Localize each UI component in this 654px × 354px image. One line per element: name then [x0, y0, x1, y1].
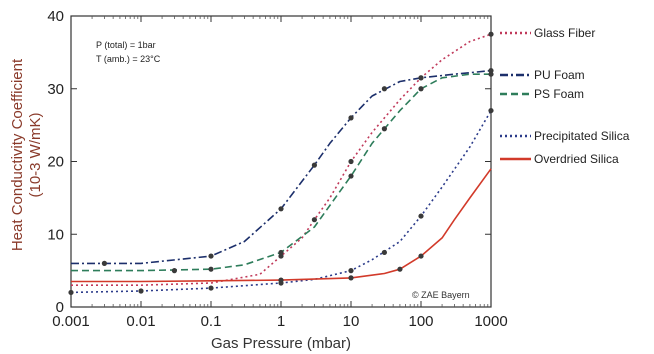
legend-label-ps-foam: PS Foam: [534, 87, 584, 101]
data-point-ps-foam: [171, 268, 177, 274]
data-point-glass-fiber: [488, 31, 494, 37]
data-point-pu-foam: [278, 206, 284, 212]
data-point-precipitated-silica: [381, 249, 387, 256]
legend-label-glass-fiber: Glass Fiber: [534, 26, 595, 40]
y-tick-label: 40: [47, 8, 64, 25]
data-point-overdried-silica: [278, 277, 284, 283]
x-tick-label: 0.001: [52, 313, 90, 330]
credit-label: © ZAE Bayern: [412, 290, 470, 300]
series-line-ps-foam: [71, 73, 491, 272]
data-point-glass-fiber: [278, 253, 284, 259]
data-point-pu-foam: [488, 67, 494, 74]
data-point-overdried-silica: [418, 253, 424, 259]
y-tick-label: 20: [47, 154, 64, 171]
annotation-pressure: P (total) = 1bar: [96, 40, 156, 50]
data-point-pu-foam: [311, 162, 317, 168]
data-point-pu-foam: [348, 115, 354, 121]
data-point-glass-fiber: [348, 158, 354, 165]
data-point-overdried-silica: [397, 266, 403, 272]
annotation-temperature: T (amb.) = 23°C: [96, 54, 161, 64]
y-tick-label: 10: [47, 226, 64, 243]
series-layer: [68, 31, 494, 296]
data-point-precipitated-silica: [418, 213, 424, 219]
x-tick-label: 10: [343, 313, 360, 330]
y-axis-title-line1: Heat Conductivity Coefficient: [9, 58, 26, 251]
data-point-pu-foam: [101, 260, 107, 266]
data-point-precipitated-silica: [138, 288, 144, 294]
series-line-precipitated-silica: [70, 110, 492, 294]
data-point-glass-fiber: [311, 217, 317, 223]
x-tick-label: 1000: [474, 313, 507, 330]
series-line-overdried-silica: [71, 168, 492, 283]
x-tick-label: 0.01: [126, 313, 155, 330]
data-point-overdried-silica: [348, 275, 354, 281]
data-point-pu-foam: [381, 86, 387, 92]
x-tick-label: 100: [408, 313, 433, 330]
data-point-ps-foam: [418, 86, 424, 92]
data-point-precipitated-silica: [68, 289, 74, 296]
y-tick-label: 0: [56, 299, 64, 316]
x-tick-label: 1: [277, 313, 285, 330]
legend-label-pu-foam: PU Foam: [534, 68, 585, 82]
data-point-pu-foam: [208, 253, 214, 259]
data-point-ps-foam: [208, 266, 214, 272]
data-point-ps-foam: [348, 173, 354, 179]
series-line-glass-fiber: [71, 33, 492, 287]
x-axis-title: Gas Pressure (mbar): [211, 335, 351, 352]
legend-label-overdried-silica: Overdried Silica: [534, 152, 619, 166]
data-point-precipitated-silica: [348, 268, 354, 274]
data-point-pu-foam: [418, 75, 424, 81]
legend: Glass Fiber PU Foam PS Foam Precipitated Si…: [500, 26, 630, 166]
data-point-precipitated-silica: [488, 107, 494, 114]
y-tick-label: 30: [47, 81, 64, 98]
axes-layer: 0.001 0.01 0.1 1 10 100 1000 0 10 20 30 40: [47, 8, 507, 330]
legend-label-precipitated-silica: Precipitated Silica: [534, 129, 630, 143]
y-axis-title-line2: (10-3 W/mK): [27, 112, 44, 197]
data-point-precipitated-silica: [208, 285, 214, 291]
data-point-ps-foam: [381, 126, 387, 132]
x-tick-label: 0.1: [201, 313, 222, 330]
data-point-ps-foam: [488, 71, 494, 77]
data-point-ps-foam: [278, 249, 284, 256]
series-line-pu-foam: [71, 69, 492, 265]
